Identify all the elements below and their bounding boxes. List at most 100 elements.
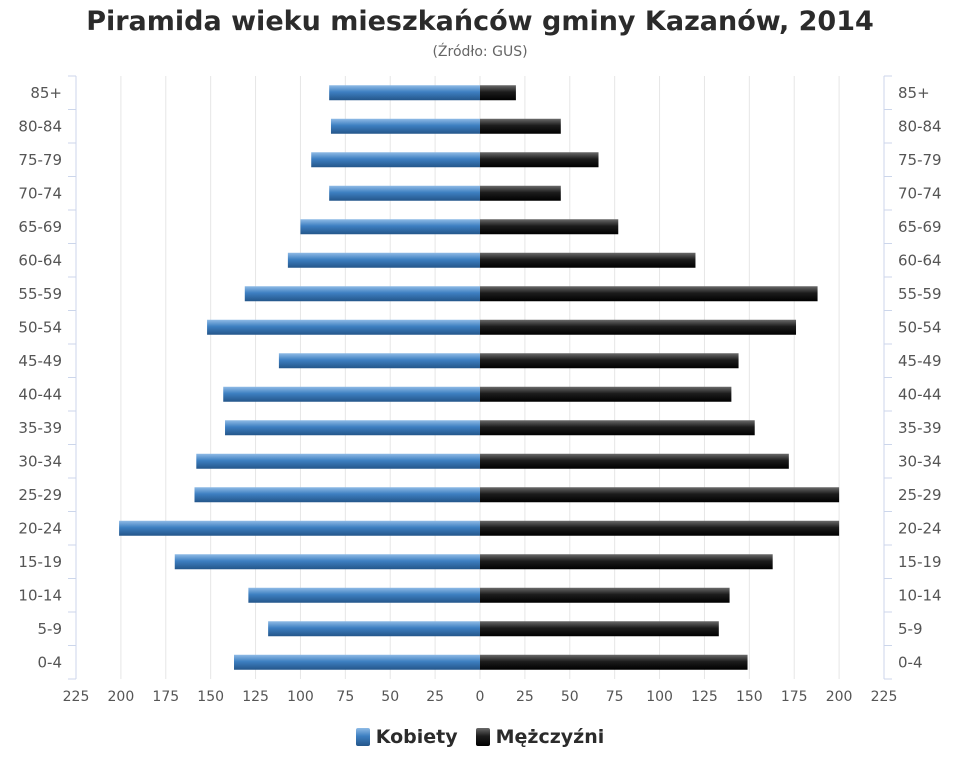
category-label-right: 25-29 xyxy=(898,486,942,504)
x-tick-label: 225 xyxy=(871,689,898,705)
category-label-left: 0-4 xyxy=(38,653,63,671)
x-tick-label: 100 xyxy=(287,689,314,705)
legend: Kobiety Mężczyźni xyxy=(0,722,960,752)
bar-male-10-14[interactable] xyxy=(480,587,730,603)
bars xyxy=(119,85,840,670)
category-label-left: 30-34 xyxy=(18,452,62,470)
bar-male-65-69[interactable] xyxy=(480,219,619,235)
legend-item-female[interactable]: Kobiety xyxy=(355,726,458,748)
bar-male-40-44[interactable] xyxy=(480,386,732,402)
bar-female-65-69[interactable] xyxy=(300,219,480,235)
bar-female-20-24[interactable] xyxy=(119,520,481,536)
bar-male-5-9[interactable] xyxy=(480,621,719,637)
bar-female-70-74[interactable] xyxy=(329,185,480,201)
bar-female-50-54[interactable] xyxy=(207,319,480,335)
x-tick-label: 150 xyxy=(736,689,763,705)
category-label-left: 25-29 xyxy=(18,486,62,504)
bar-male-30-34[interactable] xyxy=(480,453,789,469)
bar-male-80-84[interactable] xyxy=(480,118,561,134)
category-label-right: 30-34 xyxy=(898,452,942,470)
category-label-right: 40-44 xyxy=(898,385,942,403)
category-labels: 85+ 85+ 80-84 80-84 75-79 75-79 70-74 70-74 65-6… xyxy=(18,84,941,672)
x-tick-label: 75 xyxy=(336,689,354,705)
category-label-left: 75-79 xyxy=(18,151,62,169)
category-label-left: 5-9 xyxy=(38,620,63,638)
category-label-left: 70-74 xyxy=(18,184,62,202)
category-label-left: 60-64 xyxy=(18,251,62,269)
bar-male-20-24[interactable] xyxy=(480,520,840,536)
bar-female-85+[interactable] xyxy=(329,85,480,101)
bar-male-25-29[interactable] xyxy=(480,487,840,503)
bar-female-40-44[interactable] xyxy=(223,386,481,402)
category-label-right: 0-4 xyxy=(898,653,923,671)
category-label-right: 35-39 xyxy=(898,419,942,437)
bar-female-80-84[interactable] xyxy=(330,118,480,134)
bar-male-45-49[interactable] xyxy=(480,353,739,369)
bar-female-55-59[interactable] xyxy=(244,286,480,302)
x-tick-label: 175 xyxy=(152,689,179,705)
bar-female-0-4[interactable] xyxy=(234,654,480,670)
x-tick-label: 175 xyxy=(781,689,808,705)
x-tick-label: 50 xyxy=(381,689,399,705)
category-label-left: 10-14 xyxy=(18,586,62,604)
category-label-left: 55-59 xyxy=(18,285,62,303)
bar-male-60-64[interactable] xyxy=(480,252,696,268)
bar-male-85+[interactable] xyxy=(480,85,516,101)
bar-female-10-14[interactable] xyxy=(248,587,480,603)
bar-female-45-49[interactable] xyxy=(278,353,480,369)
bar-female-15-19[interactable] xyxy=(174,554,480,570)
category-label-right: 5-9 xyxy=(898,620,923,638)
bar-male-15-19[interactable] xyxy=(480,554,773,570)
category-label-right: 65-69 xyxy=(898,218,942,236)
category-label-left: 50-54 xyxy=(18,318,62,336)
x-tick-label: 100 xyxy=(646,689,673,705)
category-label-left: 40-44 xyxy=(18,385,62,403)
bar-female-75-79[interactable] xyxy=(311,152,480,168)
legend-label-female: Kobiety xyxy=(375,726,458,748)
category-label-right: 60-64 xyxy=(898,251,942,269)
x-tick-label: 200 xyxy=(108,689,135,705)
category-label-left: 65-69 xyxy=(18,218,62,236)
legend-label-male: Mężczyźni xyxy=(495,726,605,748)
category-label-left: 35-39 xyxy=(18,419,62,437)
category-label-right: 70-74 xyxy=(898,184,942,202)
bar-female-35-39[interactable] xyxy=(225,420,480,436)
bar-male-55-59[interactable] xyxy=(480,286,818,302)
category-label-right: 85+ xyxy=(898,84,930,102)
bar-female-30-34[interactable] xyxy=(196,453,480,469)
bar-female-5-9[interactable] xyxy=(268,621,480,637)
x-tick-label: 125 xyxy=(242,689,269,705)
bar-male-35-39[interactable] xyxy=(480,420,755,436)
x-tick-label: 25 xyxy=(516,689,534,705)
bar-male-70-74[interactable] xyxy=(480,185,561,201)
category-label-right: 75-79 xyxy=(898,151,942,169)
bar-female-25-29[interactable] xyxy=(194,487,481,503)
category-label-right: 45-49 xyxy=(898,352,942,370)
chart-title: Piramida wieku mieszkańców gminy Kazanów… xyxy=(86,6,874,37)
x-tick-label: 200 xyxy=(826,689,853,705)
x-tick-label: 225 xyxy=(63,689,90,705)
x-tick-label: 0 xyxy=(476,689,485,705)
axes xyxy=(68,75,892,680)
category-label-left: 85+ xyxy=(30,84,62,102)
category-label-right: 55-59 xyxy=(898,285,942,303)
bar-male-75-79[interactable] xyxy=(480,152,599,168)
category-label-right: 20-24 xyxy=(898,519,942,537)
category-label-right: 15-19 xyxy=(898,553,942,571)
x-tick-label: 75 xyxy=(606,689,624,705)
x-tick-label: 125 xyxy=(691,689,718,705)
category-label-left: 80-84 xyxy=(18,117,62,135)
legend-item-male[interactable]: Mężczyźni xyxy=(475,726,605,748)
category-label-left: 20-24 xyxy=(18,519,62,537)
chart-subtitle: (Źródło: GUS) xyxy=(432,44,528,60)
x-tick-label: 50 xyxy=(561,689,579,705)
category-label-right: 80-84 xyxy=(898,117,942,135)
category-label-left: 15-19 xyxy=(18,553,62,571)
bar-female-60-64[interactable] xyxy=(287,252,480,268)
bar-male-0-4[interactable] xyxy=(480,654,748,670)
bar-male-50-54[interactable] xyxy=(480,319,797,335)
category-label-right: 10-14 xyxy=(898,586,942,604)
legend-swatch-male xyxy=(475,728,490,746)
